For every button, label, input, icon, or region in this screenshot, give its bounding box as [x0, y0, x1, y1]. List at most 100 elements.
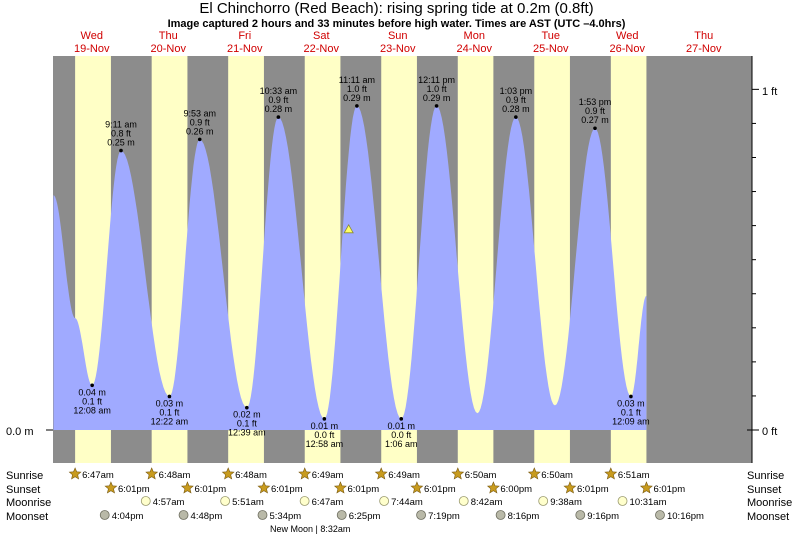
- extreme-ft-label: 0.1 ft: [237, 419, 258, 429]
- sunset-icon: [257, 481, 271, 494]
- axes: 1 ft 0 ft 0.0 m: [6, 56, 777, 463]
- extreme-point: [514, 115, 518, 119]
- sunrise-icon: [451, 467, 465, 480]
- extreme-time-label: 12:11 pm: [418, 75, 455, 85]
- tide-curve: [53, 105, 647, 431]
- sunrise-time: 6:50am: [541, 470, 573, 481]
- extreme-ft-label: 0.1 ft: [621, 407, 642, 417]
- extreme-time-label: 12:58 am: [306, 439, 344, 449]
- sunset-icon: [104, 481, 118, 494]
- sunrise-icon: [374, 467, 388, 480]
- day-label-date: 19-Nov: [74, 43, 110, 55]
- extreme-m-label: 0.02 m: [233, 410, 261, 420]
- extreme-ft-label: 0.9 ft: [190, 117, 211, 127]
- sunset-icon: [486, 481, 500, 494]
- extreme-ft-label: 0.1 ft: [159, 407, 180, 417]
- extreme-point: [167, 394, 172, 399]
- extreme-m-label: 0.25 m: [107, 138, 135, 148]
- moonset-time: 5:34pm: [270, 511, 302, 522]
- sunrise-time: 6:47am: [82, 470, 114, 481]
- moonrise-icon: [220, 496, 231, 506]
- extreme-time-label: 12:09 am: [612, 416, 650, 426]
- sunset-icon: [410, 481, 424, 494]
- moonset-time: 9:16pm: [587, 511, 619, 522]
- extreme-ft-label: 1.0 ft: [347, 84, 368, 94]
- moonset-time: 4:48pm: [191, 511, 223, 522]
- moonset-time: 10:16pm: [667, 511, 704, 522]
- event-markers: 6:47am 6:48am 6:48am 6:49am 6:49am 6:50am 6:50…: [68, 467, 704, 534]
- sunrise-time: 6:51am: [618, 470, 650, 481]
- extreme-m-label: 0.29 m: [343, 93, 371, 103]
- moonset-icon: [178, 510, 189, 520]
- astronomy-rows: Sunrise Sunset Moonrise Moonset Sunrise …: [6, 467, 792, 534]
- moonset-icon: [336, 510, 347, 520]
- extreme-time-label: 1:03 pm: [500, 86, 533, 96]
- moonset-time: 4:04pm: [112, 511, 144, 522]
- extreme-m-label: 0.04 m: [78, 387, 106, 397]
- day-label-date: 26-Nov: [610, 43, 646, 55]
- sunrise-time: 6:49am: [388, 470, 420, 481]
- moonset-time: 8:16pm: [508, 511, 540, 522]
- extreme-point: [197, 137, 202, 142]
- moonrise-icon: [299, 496, 310, 506]
- extreme-m-label: 0.26 m: [186, 126, 214, 136]
- moonrise-time: 7:44am: [391, 497, 423, 508]
- extreme-m-label: 0.28 m: [265, 104, 293, 114]
- sunset-time: 6:01pm: [577, 484, 609, 495]
- moonset-icon: [416, 510, 426, 520]
- sunset-icon: [180, 481, 194, 494]
- row-label-sunset-left: Sunset: [6, 484, 40, 496]
- moonset-time: 7:19pm: [428, 511, 460, 522]
- extreme-time-label: 9:53 am: [183, 108, 216, 118]
- moonset-icon: [655, 510, 665, 520]
- extreme-ft-label: 0.0 ft: [314, 430, 335, 440]
- day-label-dow: Wed: [616, 30, 638, 42]
- extreme-point: [593, 126, 597, 131]
- extreme-ft-label: 0.0 ft: [391, 430, 412, 440]
- sunset-icon: [563, 481, 577, 494]
- sunset-time: 6:01pm: [653, 484, 685, 495]
- extreme-m-label: 0.27 m: [581, 115, 609, 125]
- day-label-date: 20-Nov: [151, 43, 187, 55]
- moonrise-time: 9:38am: [550, 497, 582, 508]
- sunrise-icon: [298, 467, 312, 480]
- y-tick-label-0ft: 0 ft: [762, 426, 777, 438]
- moonset-icon: [257, 510, 268, 520]
- day-label-dow: Fri: [238, 30, 251, 42]
- day-label-date: 25-Nov: [533, 43, 569, 55]
- row-label-sunset-right: Sunset: [747, 484, 781, 496]
- y-tick-label-1ft: 1 ft: [762, 86, 777, 98]
- moonset-icon: [99, 510, 110, 520]
- extreme-time-label: 12:22 am: [151, 416, 189, 426]
- extreme-time-label: 1:06 am: [385, 439, 418, 449]
- extreme-point: [629, 394, 633, 399]
- day-label-date: 27-Nov: [686, 43, 722, 55]
- extreme-time-label: 10:33 am: [260, 86, 298, 96]
- day-label-dow: Sat: [313, 30, 330, 42]
- sunrise-icon: [527, 467, 541, 480]
- sunrise-time: 6:50am: [465, 470, 497, 481]
- extreme-ft-label: 0.1 ft: [82, 396, 103, 406]
- sunrise-icon: [221, 467, 235, 480]
- extreme-ft-label: 0.8 ft: [111, 129, 132, 139]
- extreme-m-label: 0.01 m: [387, 421, 415, 431]
- sunset-time: 6:01pm: [194, 484, 226, 495]
- extreme-ft-label: 0.9 ft: [506, 95, 527, 105]
- extreme-time-label: 1:53 pm: [579, 97, 612, 107]
- extreme-point: [322, 417, 327, 421]
- chart-subtitle: Image captured 2 hours and 33 minutes be…: [167, 18, 626, 30]
- moonrise-time: 5:51am: [232, 497, 264, 508]
- sunset-time: 6:01pm: [424, 484, 456, 495]
- sunrise-time: 6:49am: [312, 470, 344, 481]
- day-labels: Wed19-NovThu20-NovFri21-NovSat22-NovSun2…: [74, 30, 722, 55]
- extreme-m-label: 0.01 m: [311, 421, 339, 431]
- extreme-point: [276, 115, 281, 119]
- extreme-point: [119, 148, 123, 153]
- moonrise-time: 8:42am: [471, 497, 503, 508]
- extreme-point: [355, 104, 359, 108]
- tide-area: [53, 105, 647, 431]
- moonrise-time: 4:57am: [153, 497, 185, 508]
- sunset-icon: [639, 481, 653, 494]
- sunrise-icon: [604, 467, 618, 480]
